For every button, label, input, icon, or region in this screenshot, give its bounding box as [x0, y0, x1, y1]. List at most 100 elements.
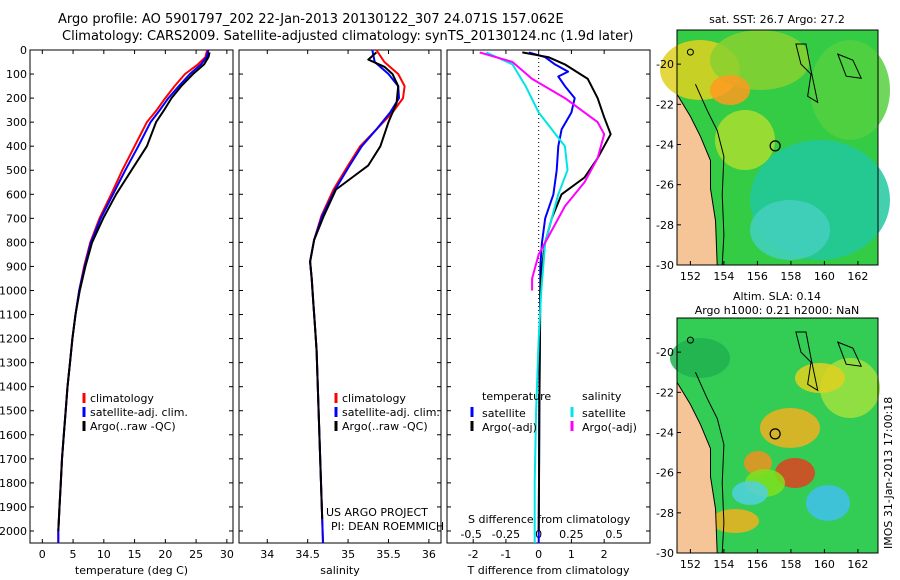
x-tick-label: 35 [341, 548, 355, 561]
map-x-tick-label: 152 [680, 270, 701, 283]
y-tick-label: 500 [6, 164, 27, 177]
x-tick-label: 10 [97, 548, 111, 561]
y-tick-label: 400 [6, 140, 27, 153]
series-line [479, 51, 606, 291]
reef-contour [836, 53, 863, 79]
y-tick-label: 1800 [0, 477, 27, 490]
island-contour [686, 48, 694, 56]
field-blob [795, 363, 845, 393]
argo-position-marker [769, 428, 781, 440]
legend-label: satellite [482, 407, 526, 420]
legend-label: satellite-adj. clim. [90, 406, 188, 419]
field-blob [710, 75, 750, 105]
field-blob [732, 481, 768, 505]
map-x-tick-label: 154 [713, 270, 734, 283]
x-axis-label: salinity [320, 564, 360, 577]
map-y-tick-label: -26 [656, 467, 674, 480]
reef-contour [795, 43, 819, 104]
map-y-tick-label: -28 [656, 507, 674, 520]
x-tick-label: 36 [422, 548, 436, 561]
x-top-tick-label: -0.5 [460, 528, 481, 541]
x-tick-label: 34 [260, 548, 274, 561]
map-y-tick-label: -28 [656, 219, 674, 232]
y-tick-label: 1500 [0, 405, 27, 418]
y-tick-label: 1700 [0, 453, 27, 466]
y-tick-label: 1300 [0, 357, 27, 370]
map-y-tick-label: -24 [656, 138, 674, 151]
x-tick-label: 35.5 [376, 548, 401, 561]
field-blob [750, 200, 830, 260]
island-contour [686, 336, 694, 344]
legend-title: salinity [582, 390, 622, 403]
salinity-panel: 34 34.5 35 35.5 36 salinity climatologysatelli… [238, 49, 444, 577]
plot-frame [446, 49, 651, 544]
map-x-tick-label: 152 [680, 558, 701, 571]
y-tick-label: 1100 [0, 309, 27, 322]
field-blob [810, 40, 890, 140]
field-blob [711, 509, 759, 533]
map-y-tick-label: -22 [656, 98, 674, 111]
map-title: Altim. SLA: 0.14 [733, 290, 821, 303]
reef-contour [836, 341, 863, 367]
map-x-tick-label: 156 [747, 270, 768, 283]
y-tick-label: 900 [6, 260, 27, 273]
legend-title: temperature [482, 390, 551, 403]
bathymetry-contour [694, 372, 725, 554]
x-tick-label: 15 [128, 548, 142, 561]
reef-contour [795, 331, 819, 392]
field-blob [775, 458, 815, 488]
map-y-tick-label: -20 [656, 58, 674, 71]
y-tick-label: 200 [6, 92, 27, 105]
y-tick-label: 300 [6, 116, 27, 129]
map-x-tick-label: 158 [780, 558, 801, 571]
map-title: sat. SST: 26.7 Argo: 27.2 [709, 13, 845, 26]
map-y-tick-label: -22 [656, 386, 674, 399]
legend-label: Argo(..raw -QC) [90, 420, 176, 433]
field-blob [670, 338, 730, 378]
map-x-tick-label: 158 [780, 270, 801, 283]
x-tick-label: -1 [500, 548, 511, 561]
x-top-tick-label: 0.5 [605, 528, 623, 541]
temperature-panel: 0100200300400500600700800900100011001200… [0, 44, 234, 577]
y-tick-label: 0 [20, 44, 27, 57]
map-y-tick-label: -30 [656, 547, 674, 560]
plot-frame [29, 49, 234, 544]
x-tick-label: 2 [601, 548, 608, 561]
map-title: Argo h1000: 0.21 h2000: NaN [695, 304, 860, 317]
figure-title-line1: Argo profile: AO 5901797_202 22-Jan-2013… [58, 12, 564, 27]
map-frame [676, 29, 879, 266]
map-x-tick-label: 156 [747, 558, 768, 571]
x-axis-label: temperature (deg C) [75, 564, 188, 577]
map-y-tick-label: -24 [656, 426, 674, 439]
series-line [485, 51, 569, 543]
y-tick-label: 700 [6, 212, 27, 225]
map-y-tick-label: -30 [656, 259, 674, 272]
x-top-axis-label: S difference from climatology [468, 513, 631, 526]
legend-label: climatology [342, 392, 406, 405]
y-tick-label: 1400 [0, 381, 27, 394]
legend-label: climatology [90, 392, 154, 405]
sla-map: 152 154 156 158 160 162 -20 -22 -24 -26 -28 -30 Alti… [656, 290, 880, 571]
annotation-line: US ARGO PROJECT [326, 506, 428, 519]
x-tick-label: 5 [70, 548, 77, 561]
series-line [57, 52, 211, 532]
plot-frame [238, 49, 442, 544]
series-line [522, 51, 612, 532]
y-tick-label: 800 [6, 236, 27, 249]
legend-label: Argo(-adj) [482, 421, 537, 434]
y-tick-label: 2000 [0, 525, 27, 538]
map-x-tick-label: 160 [814, 558, 835, 571]
legend-label: satellite [582, 407, 626, 420]
field-blob [806, 485, 850, 521]
x-tick-label: 1 [568, 548, 575, 561]
map-x-tick-label: 160 [814, 270, 835, 283]
sst-map: 152 154 156 158 160 162 -20 -22 -24 -26 -28 -30 sat.… [656, 13, 890, 283]
y-tick-label: 100 [6, 68, 27, 81]
x-tick-label: 0 [535, 548, 542, 561]
x-tick-label: 25 [189, 548, 203, 561]
y-tick-label: 1900 [0, 501, 27, 514]
legend-label: Argo(-adj) [582, 421, 637, 434]
y-tick-label: 1000 [0, 284, 27, 297]
x-tick-label: -2 [468, 548, 479, 561]
